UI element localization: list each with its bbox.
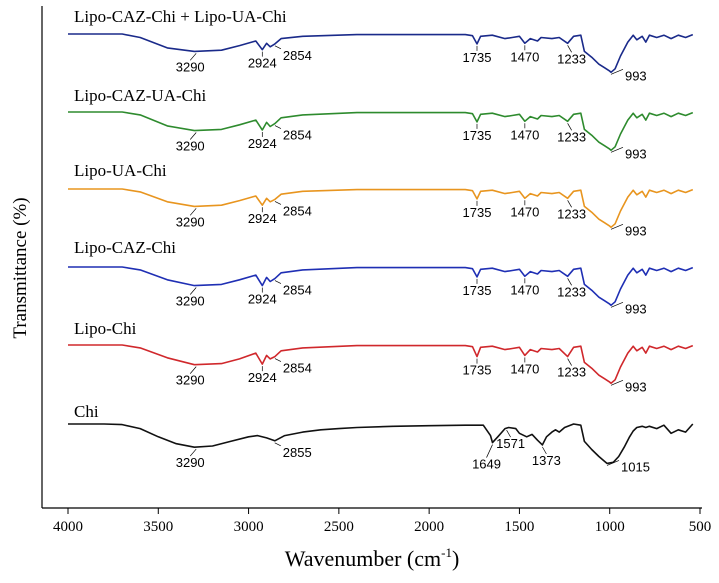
peak-annotation: 1470 [510,361,539,376]
x-tick-label: 1500 [504,519,534,535]
peak-annotation: 2855 [283,445,312,460]
peak-annotation: 1735 [463,205,492,220]
x-tick-label: 2500 [324,519,354,535]
peak-annotation: 1735 [463,283,492,298]
annotation-leader [567,200,572,208]
annotation-leader [189,448,197,457]
plot-area [41,6,702,509]
series-label: Lipo-CAZ-UA-Chi [74,86,206,105]
annotation-leader [486,444,493,458]
peak-annotation: 1373 [532,453,561,468]
annotation-leader [189,132,197,140]
peak-annotation: 1233 [557,284,586,299]
peak-annotation: 2924 [248,211,277,226]
peak-annotation: 1470 [510,204,539,219]
peak-annotation: 3290 [176,214,205,229]
peak-annotation: 1735 [463,50,492,65]
peak-annotation: 2924 [248,56,277,71]
annotation-leader [274,358,282,362]
peak-annotation: 993 [625,223,647,238]
series-label: Lipo-Chi [74,319,137,338]
annotation-leader [610,223,624,230]
peak-annotation: 2854 [283,48,312,63]
annotation-leader [567,123,572,131]
peak-annotation: 2924 [248,370,277,385]
peak-annotation: 1571 [496,436,525,451]
annotation-leader [606,460,620,466]
peak-annotation: 2924 [248,136,277,151]
annotation-leader [274,280,282,284]
peak-annotation: 993 [625,68,647,83]
peak-annotation: 2854 [283,128,312,143]
series-line [68,111,694,152]
x-axis-title-main: Wavenumber (cm [285,546,441,571]
peak-annotation: 1649 [472,457,501,472]
series-line [68,344,694,385]
y-axis-title: Transmittance (%) [10,197,31,338]
peak-annotation: 2854 [283,361,312,376]
annotation-leader [610,146,624,153]
series-label: Lipo-CAZ-Chi + Lipo-UA-Chi [74,7,287,26]
annotation-leader [189,208,197,216]
series-labels-layer: Lipo-CAZ-Chi + Lipo-UA-Chi Lipo-CAZ-UA-Ch… [74,7,287,421]
annotation-leader [610,379,624,386]
peak-annotation: 1470 [510,127,539,142]
series-layer [68,33,694,465]
x-axis-title-superscript: -1 [441,545,452,560]
peak-annotation: 2924 [248,292,277,307]
x-tick-label: 1000 [595,519,625,535]
annotation-leader [506,429,511,438]
peak-annotation: 1470 [510,282,539,297]
annotations-layer: 3290 2924 2854 1735 1470 1233 993 3290 2924 2854 1… [176,45,650,474]
x-axis-title: Wavenumber (cm-1) [285,545,460,571]
annotation-leader [189,366,197,374]
peak-annotation: 3290 [176,59,205,74]
peak-annotation: 2854 [283,283,312,298]
annotation-leader [610,68,624,75]
x-tick-label: 2000 [414,519,444,535]
annotation-leader [274,442,281,447]
peak-annotation: 1233 [557,129,586,144]
x-tick-label: 500 [689,519,712,535]
x-tick-label: 4000 [53,519,83,535]
annotation-leader [567,358,572,366]
peak-annotation: 993 [625,301,647,316]
annotation-leader [274,125,282,129]
x-ticks: 4000 3500 3000 2500 2000 1500 1000 500 [53,508,711,535]
x-tick-label: 3000 [234,519,264,535]
x-axis-title-end: ) [452,546,459,571]
peak-annotation: 1233 [557,206,586,221]
peak-annotation: 3290 [176,293,205,308]
peak-annotation: 3290 [176,138,205,153]
series-line [68,266,694,307]
peak-annotation: 3290 [176,455,205,470]
peak-annotation: 3290 [176,373,205,388]
annotation-leader [189,53,197,61]
annotation-leader [567,278,572,286]
peak-annotation: 2854 [283,203,312,218]
series-label: Chi [74,402,99,421]
series-line [68,423,694,465]
peak-annotation: 993 [625,379,647,394]
annotation-leader [542,446,547,455]
peak-annotation: 1233 [557,51,586,66]
series-label: Lipo-CAZ-Chi [74,238,176,257]
annotation-leader [274,201,282,205]
series-line [68,188,694,229]
peak-annotation: 1233 [557,365,586,380]
annotation-leader [610,301,624,308]
peak-annotation: 993 [625,146,647,161]
annotation-leader [274,45,282,50]
peak-annotation: 1015 [621,459,650,474]
series-line [68,33,694,74]
x-tick-label: 3500 [143,519,173,535]
peak-annotation: 1470 [510,49,539,64]
series-label: Lipo-UA-Chi [74,161,167,180]
peak-annotation: 1735 [463,128,492,143]
peak-annotation: 1735 [463,363,492,378]
annotation-leader [567,45,572,53]
annotation-leader [189,287,197,295]
